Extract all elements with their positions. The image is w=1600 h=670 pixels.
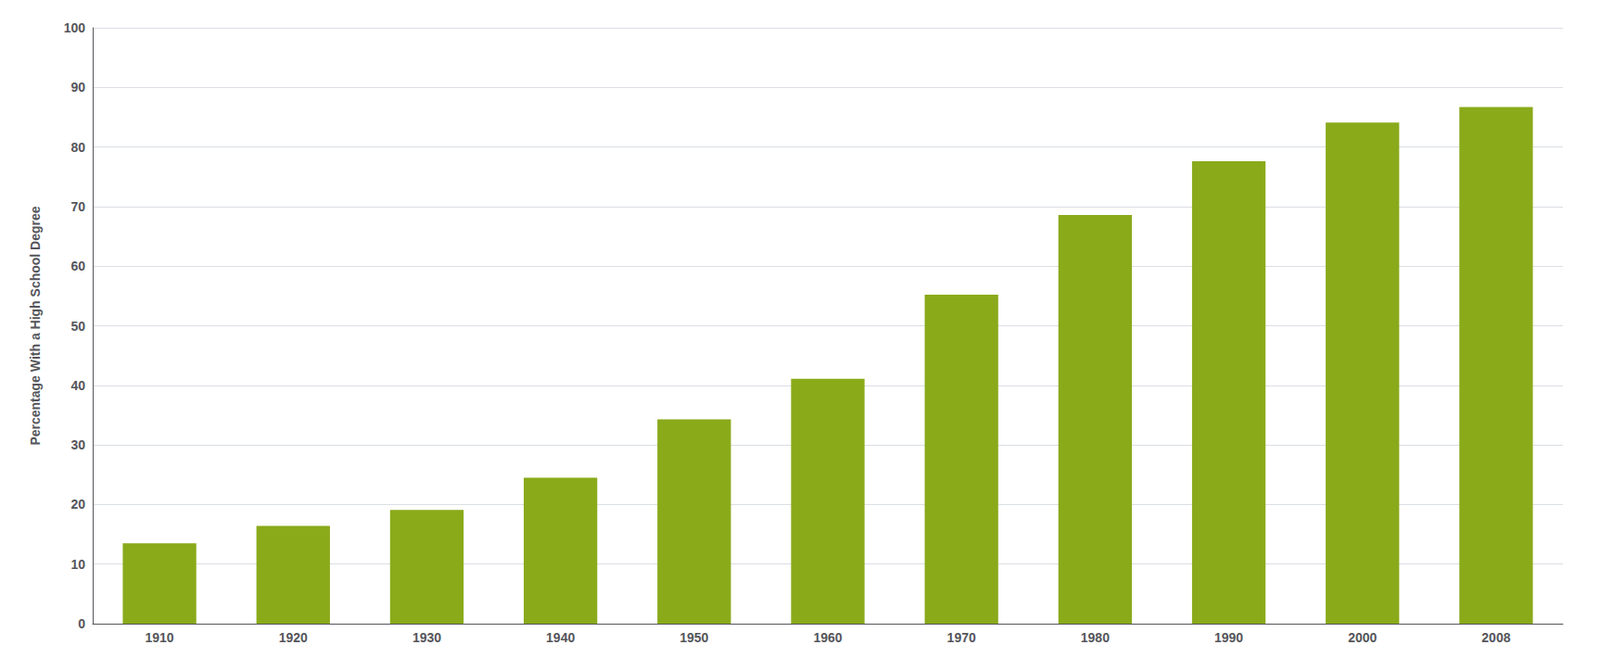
svg-text:20: 20 (70, 496, 86, 512)
svg-text:2000: 2000 (1347, 630, 1377, 646)
svg-text:50: 50 (70, 318, 86, 334)
svg-text:1970: 1970 (947, 630, 977, 646)
svg-text:0: 0 (77, 616, 86, 632)
svg-text:30: 30 (70, 437, 86, 453)
svg-text:1920: 1920 (279, 630, 308, 646)
svg-text:40: 40 (70, 378, 86, 394)
svg-text:100: 100 (63, 20, 87, 36)
svg-text:2008: 2008 (1481, 630, 1511, 646)
svg-text:1910: 1910 (145, 630, 175, 646)
svg-text:90: 90 (70, 79, 86, 95)
svg-text:Percentage With a High School: Percentage With a High School Degree (27, 205, 43, 445)
svg-text:1940: 1940 (546, 630, 575, 646)
svg-text:1930: 1930 (412, 630, 442, 646)
svg-text:10: 10 (70, 557, 86, 572)
svg-text:1990: 1990 (1214, 630, 1244, 646)
svg-text:1980: 1980 (1080, 630, 1110, 646)
svg-text:80: 80 (70, 139, 86, 155)
svg-text:1960: 1960 (812, 630, 842, 646)
svg-text:1950: 1950 (679, 630, 709, 646)
svg-text:70: 70 (70, 199, 86, 215)
svg-text:60: 60 (70, 258, 86, 274)
